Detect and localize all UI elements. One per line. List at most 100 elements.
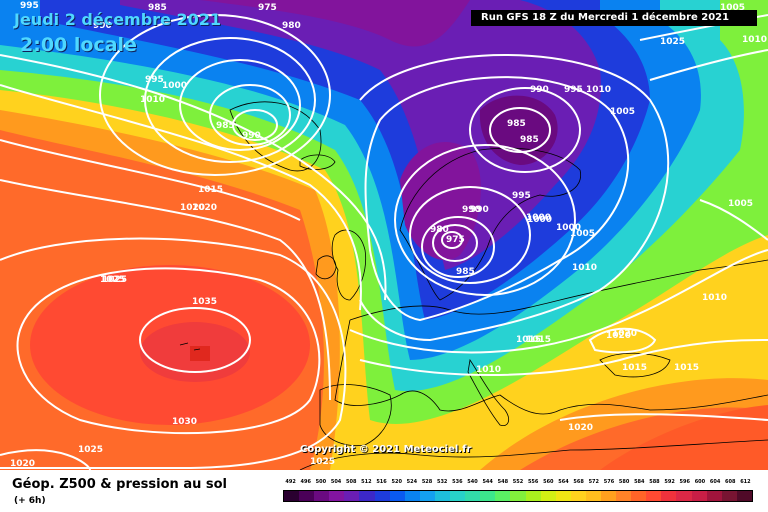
isobar-nw-7 — [0, 84, 362, 311]
scale-label: 608 — [725, 479, 736, 485]
isobar-value-label: 1025 — [78, 445, 103, 455]
isobar-1005 — [359, 54, 670, 342]
isobar-nw-low-2 — [209, 84, 291, 146]
isobar-value-label: 990 — [93, 21, 112, 31]
isobar-value-label: 1025 — [310, 457, 335, 467]
field-trough-core-2 — [400, 141, 481, 261]
isobar-value-label: 990 — [470, 205, 489, 215]
isobar-1015 — [0, 139, 301, 221]
isobar-value-label: 995 — [564, 85, 583, 95]
scale-label: 540 — [467, 479, 478, 485]
isobar-value-label: 1025 — [660, 37, 685, 47]
scale-swatch — [495, 491, 511, 501]
isobar-nw-low-1 — [232, 109, 278, 141]
scale-swatch — [510, 491, 526, 501]
isobar-value-label: 1020 — [180, 203, 205, 213]
isobar-value-label: 1010 — [476, 365, 501, 375]
scale-label: 560 — [543, 479, 554, 485]
legend-footer: Géop. Z500 & pression au sol (+ 6h) 492 4… — [0, 470, 768, 512]
isobar-high-1035 — [139, 307, 251, 373]
scale-label: 528 — [421, 479, 433, 485]
isobar-value-label: 1015 — [198, 185, 223, 195]
isobar-high-1025 — [0, 237, 347, 469]
scale-label: 512 — [361, 479, 372, 485]
isobar-value-label: 1020 — [612, 329, 637, 339]
scale-swatch — [284, 491, 300, 501]
isobar-value-label: 1010 — [572, 263, 597, 273]
scale-swatch — [616, 491, 632, 501]
isobar-sw-1020 — [0, 449, 91, 470]
isobar-value-label: 1015 — [674, 363, 699, 373]
scale-swatch — [540, 491, 556, 501]
coast-iberia — [319, 384, 392, 447]
isobar-value-label: 985 — [148, 3, 167, 13]
isobar-value-label: 1005 — [728, 199, 753, 209]
field-southeast-warm — [600, 405, 768, 470]
scale-swatch — [676, 491, 692, 501]
scale-swatch — [631, 491, 647, 501]
coast-greenland — [229, 101, 322, 172]
coast-continent — [334, 259, 768, 415]
scale-swatch — [419, 491, 435, 501]
isobar-value-label: 1035 — [192, 297, 217, 307]
isobar-ne-1020 — [649, 49, 768, 81]
field-trough-core — [200, 0, 470, 47]
isobar-value-label: 1020 — [192, 203, 217, 213]
isobar-low-990 — [409, 186, 531, 284]
copyright-notice: Copyright © 2021 Meteociel.fr — [300, 444, 472, 455]
isobar-low-980 — [432, 224, 478, 262]
isobar-value-label: 1000 — [526, 213, 551, 223]
isobar-n-990 — [469, 87, 581, 173]
scale-label: 504 — [330, 479, 342, 485]
forecast-time: 2:00 locale — [20, 34, 137, 56]
isobar-value-label: 1000 — [527, 215, 552, 225]
scale-label: 508 — [346, 479, 357, 485]
scale-label: 500 — [315, 479, 327, 485]
isobar-1015 — [359, 339, 768, 376]
isobar-value-label: 975 — [446, 235, 465, 245]
scale-label: 548 — [497, 479, 509, 485]
scale-swatch — [314, 491, 330, 501]
isobar-low-975 — [441, 231, 463, 249]
isobar-value-label: 1010 — [742, 35, 767, 45]
scale-label: 544 — [482, 479, 493, 485]
isobars — [0, 14, 768, 470]
isobar-value-label: 985 — [520, 135, 539, 145]
isobar-value-label: 1015 — [516, 335, 541, 345]
isobar-value-label: 1020 — [568, 423, 593, 433]
scale-label: 568 — [573, 479, 584, 485]
isobar-1020-e — [588, 327, 657, 354]
scale-swatch — [525, 491, 541, 501]
coast-iceland — [299, 154, 336, 170]
isobar-value-label: 990 — [242, 131, 261, 141]
isobar-value-label: 1000 — [162, 81, 187, 91]
scale-label: 604 — [709, 479, 721, 485]
scale-swatch — [389, 491, 405, 501]
isobar-value-label: 1000 — [556, 223, 581, 233]
isobar-value-label: 985 — [456, 267, 475, 277]
scale-label: 600 — [694, 479, 706, 485]
scale-swatch — [661, 491, 677, 501]
isobar-value-label: 995 — [20, 1, 39, 11]
isobar-low-995 — [394, 144, 576, 296]
isobar-value-label: 980 — [282, 21, 301, 31]
coast-scandinavia — [399, 147, 582, 301]
isobar-value-label: 1010 — [702, 293, 727, 303]
scale-swatch — [465, 491, 481, 501]
field-band-violet — [120, 0, 601, 270]
isobar-value-label: 985 — [507, 119, 526, 129]
isobar-value-label: 1020 — [10, 459, 35, 469]
run-banner: Run GFS 18 Z du Mercredi 1 décembre 2021 — [471, 10, 757, 26]
coast-black-sea — [599, 352, 671, 378]
scale-swatch — [721, 491, 737, 501]
isobar-value-label: 995 — [145, 75, 164, 85]
color-scale-labels: 492 496 500 504 508 512 516 520 524 528 532 536 540 5… — [283, 479, 753, 489]
isobar-e-1005 — [699, 199, 768, 241]
isobar-value-label: 990 — [530, 85, 549, 95]
forecast-date: Jeudi 2 décembre 2021 — [14, 10, 222, 29]
scale-label: 552 — [512, 479, 524, 485]
isobar-high-1030 — [16, 267, 321, 435]
scale-swatch — [555, 491, 571, 501]
scale-label: 536 — [452, 479, 463, 485]
